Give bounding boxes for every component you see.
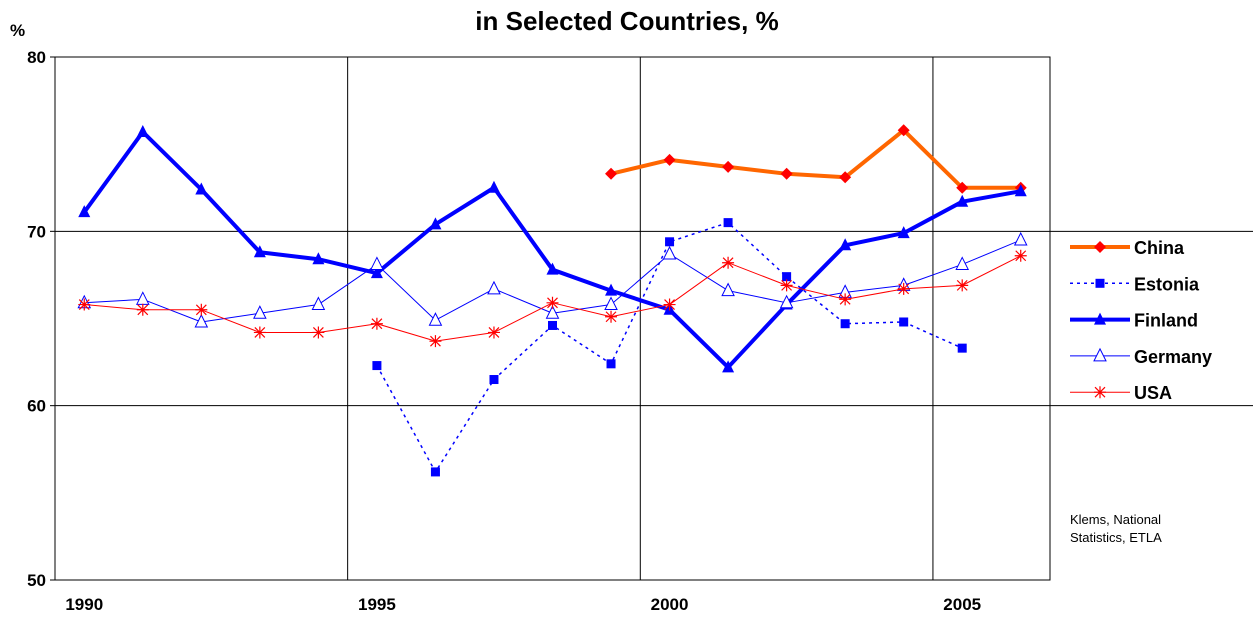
marker bbox=[428, 312, 443, 326]
annotation: Klems, National bbox=[1070, 512, 1161, 527]
marker bbox=[899, 317, 909, 327]
legend-label: China bbox=[1134, 238, 1185, 258]
marker bbox=[78, 298, 91, 311]
marker bbox=[78, 205, 91, 218]
marker bbox=[605, 310, 618, 323]
marker bbox=[1014, 184, 1027, 197]
legend-label: Estonia bbox=[1134, 274, 1200, 294]
x-tick-label: 1995 bbox=[358, 595, 396, 614]
marker bbox=[312, 252, 325, 265]
marker bbox=[489, 375, 499, 385]
marker bbox=[956, 279, 969, 292]
y-tick-label: 70 bbox=[27, 222, 46, 241]
marker bbox=[897, 226, 910, 239]
marker bbox=[722, 360, 735, 373]
line bbox=[82, 129, 1022, 370]
marker bbox=[839, 171, 852, 184]
marker bbox=[429, 335, 442, 348]
marker bbox=[487, 280, 501, 295]
marker bbox=[370, 266, 383, 279]
marker bbox=[606, 359, 616, 369]
marker bbox=[546, 296, 559, 309]
marker bbox=[956, 194, 969, 207]
marker bbox=[723, 218, 733, 228]
marker bbox=[195, 303, 208, 316]
y-tick-label: 50 bbox=[27, 571, 46, 590]
line bbox=[376, 221, 963, 473]
y-axis-label: % bbox=[10, 21, 25, 40]
marker bbox=[312, 326, 325, 339]
marker bbox=[604, 296, 618, 311]
marker bbox=[311, 296, 326, 311]
marker bbox=[135, 291, 150, 305]
marker bbox=[253, 326, 266, 339]
legend-label: USA bbox=[1134, 383, 1172, 403]
marker bbox=[194, 313, 209, 328]
marker bbox=[253, 245, 266, 258]
marker bbox=[370, 317, 383, 330]
marker bbox=[195, 182, 208, 195]
marker bbox=[1013, 231, 1028, 246]
x-tick-label: 2000 bbox=[651, 595, 689, 614]
marker bbox=[663, 298, 676, 311]
legend-label: Germany bbox=[1134, 347, 1212, 367]
marker bbox=[955, 256, 970, 270]
marker bbox=[487, 180, 500, 193]
marker bbox=[897, 124, 910, 137]
y-tick-label: 60 bbox=[27, 397, 46, 416]
marker bbox=[370, 256, 384, 270]
marker bbox=[780, 279, 793, 292]
legend-marker bbox=[1094, 312, 1106, 325]
annotation: Statistics, ETLA bbox=[1070, 530, 1162, 545]
marker bbox=[662, 245, 677, 260]
marker bbox=[487, 326, 500, 339]
legend-marker bbox=[1094, 386, 1106, 399]
marker bbox=[780, 167, 793, 180]
x-tick-label: 2005 bbox=[943, 595, 981, 614]
marker bbox=[782, 272, 792, 282]
line bbox=[610, 128, 1021, 190]
legend-marker bbox=[1095, 278, 1105, 288]
marker bbox=[957, 343, 967, 353]
marker bbox=[605, 167, 618, 180]
chart-title: in Selected Countries, % bbox=[475, 6, 778, 36]
legend-marker bbox=[1093, 347, 1107, 362]
marker bbox=[1014, 249, 1027, 262]
marker bbox=[548, 320, 557, 330]
legend-label: Finland bbox=[1134, 311, 1198, 331]
marker bbox=[372, 361, 382, 371]
legend-marker bbox=[1094, 241, 1106, 253]
marker bbox=[605, 283, 618, 296]
marker bbox=[839, 238, 852, 251]
marker bbox=[136, 303, 149, 316]
marker bbox=[546, 262, 559, 275]
marker bbox=[665, 237, 675, 247]
x-tick-label: 1990 bbox=[65, 595, 103, 614]
marker bbox=[779, 294, 794, 309]
marker bbox=[545, 305, 560, 319]
marker bbox=[253, 305, 267, 319]
marker bbox=[839, 293, 852, 306]
marker bbox=[429, 217, 442, 230]
marker bbox=[722, 256, 735, 269]
marker bbox=[956, 181, 969, 194]
y-tick-label: 80 bbox=[27, 48, 46, 67]
marker bbox=[897, 282, 910, 295]
marker bbox=[663, 153, 676, 166]
marker bbox=[721, 282, 735, 297]
marker bbox=[722, 160, 735, 173]
marker bbox=[840, 319, 850, 329]
marker bbox=[430, 467, 440, 477]
marker bbox=[136, 124, 149, 137]
